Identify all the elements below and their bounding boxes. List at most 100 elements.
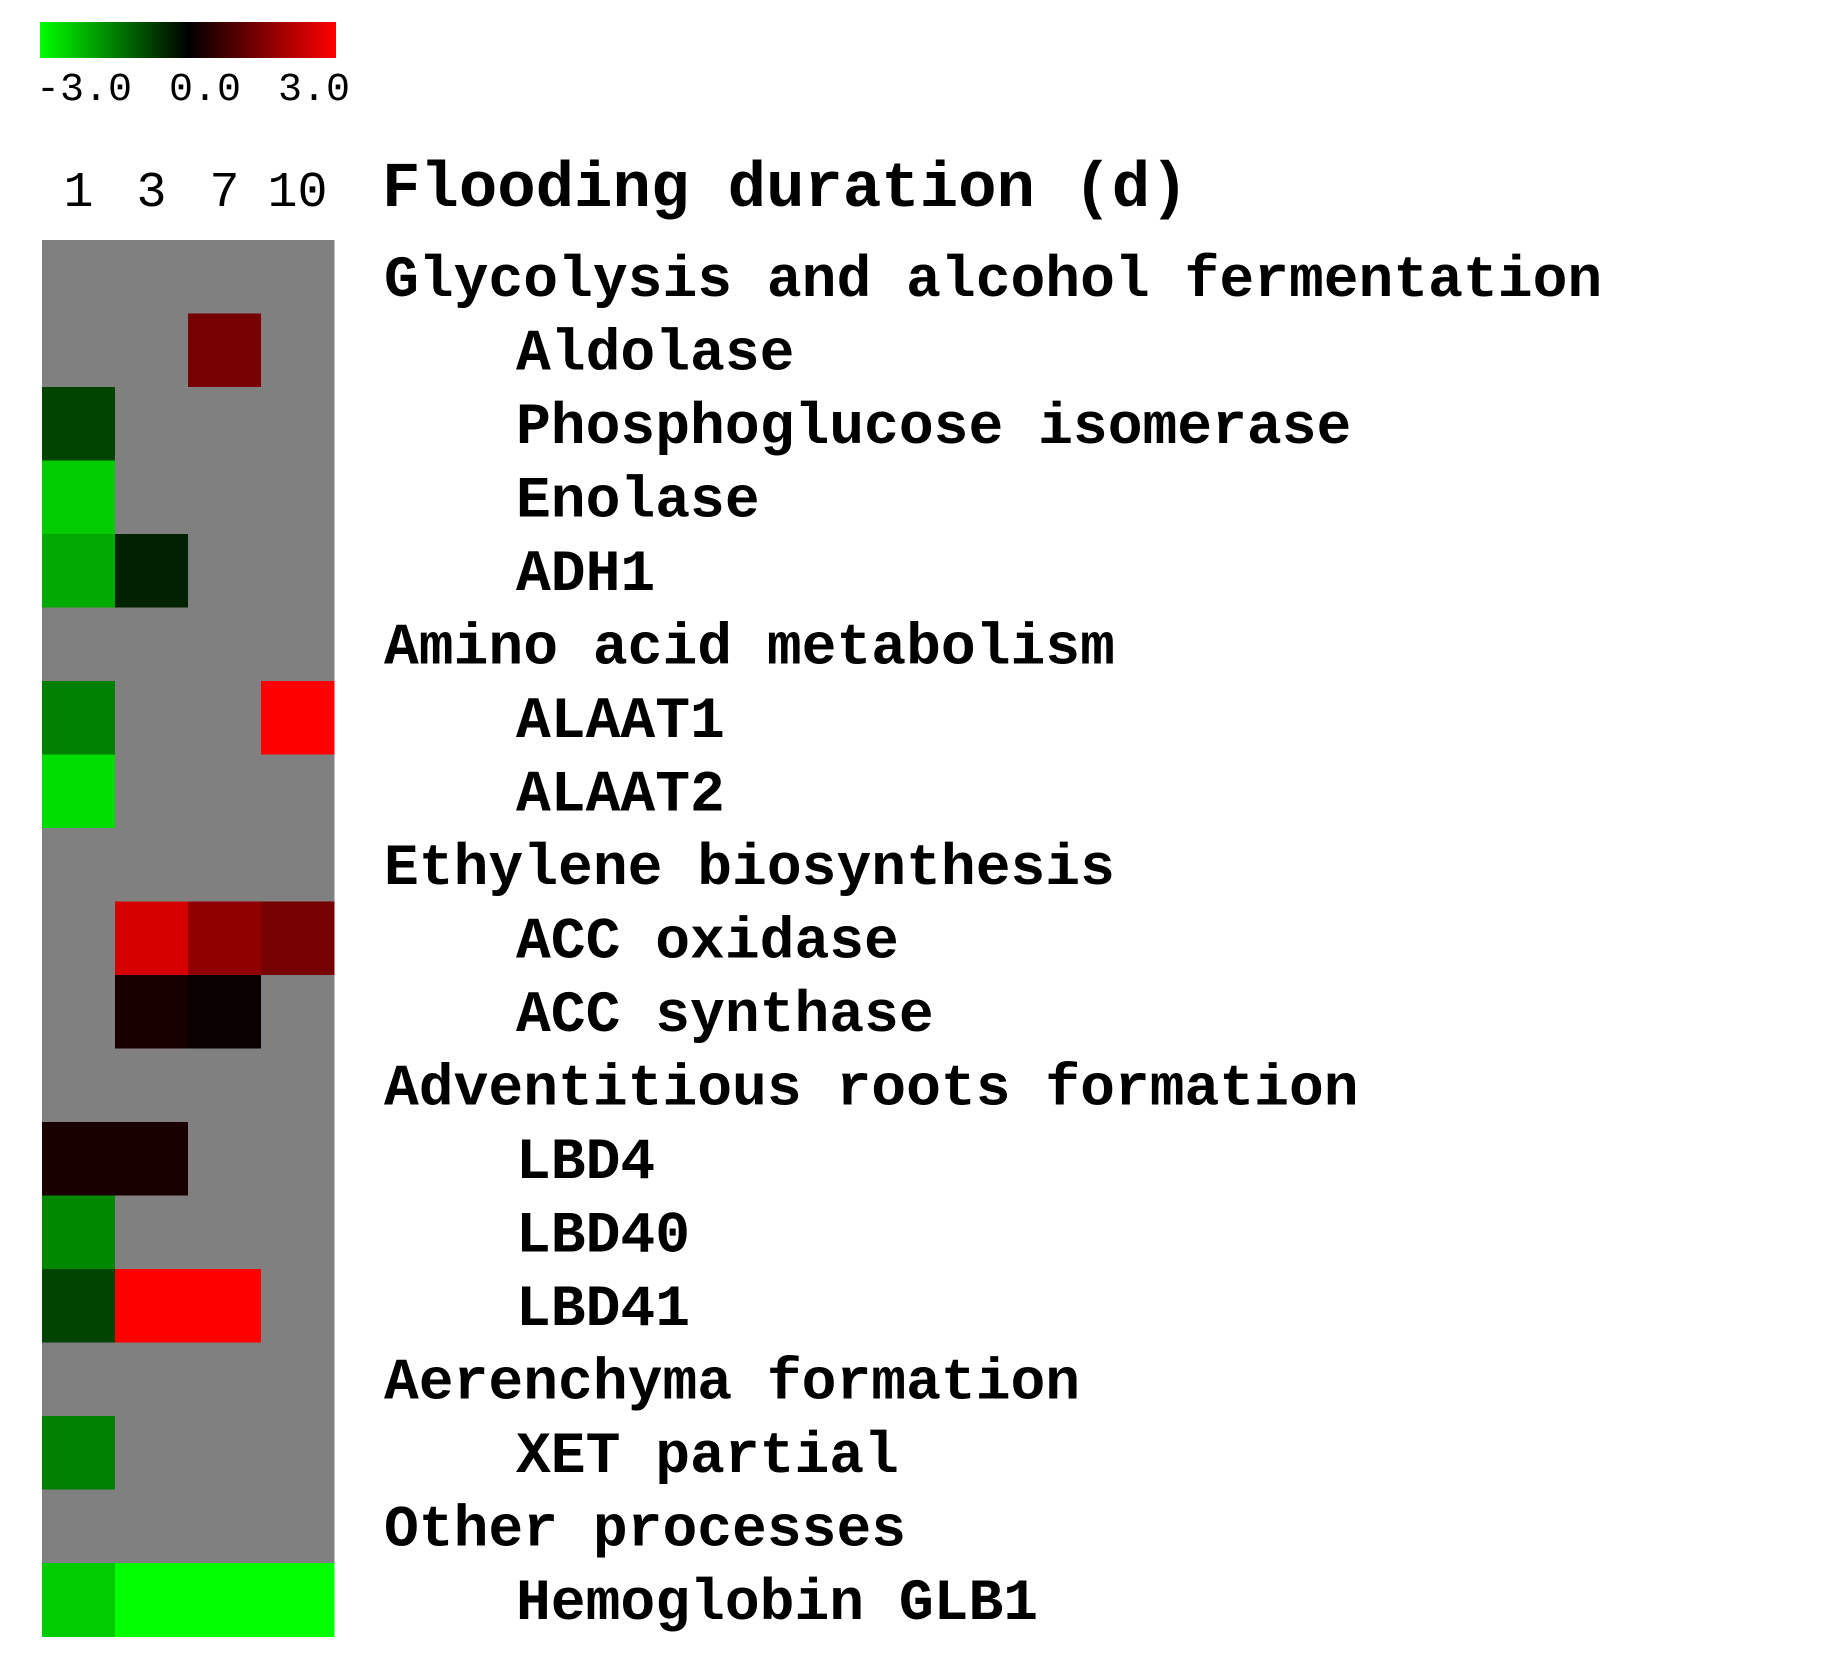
heatmap-cell: [188, 901, 262, 976]
heatmap-cell: [188, 1563, 262, 1637]
color-scale-legend: -3.0 0.0 3.0: [36, 22, 350, 113]
heatmap-cell: [115, 460, 189, 535]
heatmap-cell: [261, 1195, 335, 1270]
heatmap-cell: [42, 1269, 116, 1343]
heatmap-cell: [188, 1489, 262, 1564]
category-label: Aerenchyma formation: [384, 1351, 1080, 1416]
row-label: LBD40: [516, 1204, 690, 1269]
heatmap-cell: [188, 1048, 262, 1123]
row-label: LBD4: [516, 1131, 655, 1196]
heatmap-cells: [42, 240, 335, 1637]
heatmap-cell: [42, 607, 116, 682]
heatmap-cell: [188, 754, 262, 829]
heatmap-cell: [42, 1048, 116, 1123]
row-label: Phosphoglucose isomerase: [516, 396, 1351, 461]
heatmap-cell: [261, 387, 335, 461]
scale-tick-min: -3.0: [36, 68, 132, 113]
heatmap-cell: [188, 1195, 262, 1270]
heatmap-cell: [261, 460, 335, 535]
heatmap-cell: [42, 1563, 116, 1637]
heatmap-cell: [115, 1342, 189, 1417]
row-label: ACC oxidase: [516, 910, 899, 975]
heatmap-cell: [42, 313, 116, 388]
heatmap-cell: [261, 1048, 335, 1123]
row-label: Hemoglobin GLB1: [516, 1572, 1038, 1637]
row-label: Aldolase: [516, 322, 794, 387]
heatmap-cell: [42, 1416, 116, 1490]
heatmap-cell: [261, 828, 335, 902]
row-label: XET partial: [516, 1425, 899, 1490]
heatmap-cell: [115, 1269, 189, 1343]
heatmap-cell: [261, 313, 335, 388]
heatmap-cell: [115, 387, 189, 461]
heatmap-cell: [188, 1342, 262, 1417]
heatmap-cell: [115, 607, 189, 682]
heatmap-cell: [115, 313, 189, 388]
row-labels: Glycolysis and alcohol fermentation Aldol…: [384, 249, 1602, 1637]
column-label-3: 3: [136, 165, 166, 222]
heatmap-cell: [42, 1342, 116, 1417]
category-label: Ethylene biosynthesis: [384, 837, 1115, 902]
row-label: LBD41: [516, 1278, 690, 1343]
heatmap-cell: [115, 975, 189, 1049]
heatmap-cell: [188, 681, 262, 755]
heatmap-cell: [188, 313, 262, 388]
heatmap-cell: [115, 1122, 189, 1196]
row-label: Enolase: [516, 469, 760, 534]
heatmap-cell: [115, 1489, 189, 1564]
heatmap-cell: [42, 1195, 116, 1270]
row-label: ALAAT1: [516, 690, 725, 755]
heatmap-cell: [115, 754, 189, 829]
heatmap-cell: [188, 460, 262, 535]
category-label: Glycolysis and alcohol fermentation: [384, 249, 1602, 314]
heatmap-cell: [42, 1489, 116, 1564]
heatmap-cell: [261, 1489, 335, 1564]
heatmap-cell: [42, 828, 116, 902]
column-label-1: 1: [63, 165, 93, 222]
heatmap-cell: [115, 1416, 189, 1490]
heatmap-cell: [42, 975, 116, 1049]
color-scale-bar: [40, 22, 336, 58]
heatmap-cell: [188, 1416, 262, 1490]
heatmap-cell: [261, 1269, 335, 1343]
heatmap-cell: [42, 901, 116, 976]
heatmap-cell: [261, 901, 335, 976]
category-label: Adventitious roots formation: [384, 1057, 1359, 1122]
heatmap-cell: [261, 1416, 335, 1490]
heatmap-cell: [188, 240, 262, 314]
heatmap-cell: [42, 681, 116, 755]
heatmap-cell: [42, 240, 116, 314]
heatmap-cell: [261, 754, 335, 829]
row-label: ACC synthase: [516, 984, 934, 1049]
heatmap-cell: [261, 240, 335, 314]
heatmap-cell: [115, 1563, 189, 1637]
heatmap-cell: [115, 534, 189, 608]
heatmap-cell: [261, 607, 335, 682]
heatmap-cell: [188, 828, 262, 902]
column-label-10: 10: [267, 165, 327, 222]
row-label: ALAAT2: [516, 763, 725, 828]
heatmap-cell: [42, 534, 116, 608]
heatmap-cell: [42, 460, 116, 535]
heatmap-cell: [261, 1563, 335, 1637]
heatmap-cell: [261, 534, 335, 608]
column-label-7: 7: [209, 165, 239, 222]
row-label: ADH1: [516, 543, 655, 608]
heatmap-cell: [115, 240, 189, 314]
heatmap-cell: [115, 681, 189, 755]
heatmap-cell: [115, 1048, 189, 1123]
heatmap-cell: [188, 607, 262, 682]
scale-tick-mid: 0.0: [169, 68, 241, 113]
column-title: Flooding duration (d): [382, 154, 1189, 226]
heatmap-cell: [261, 1122, 335, 1196]
heatmap-cell: [42, 387, 116, 461]
heatmap-cell: [188, 975, 262, 1049]
scale-tick-max: 3.0: [278, 68, 350, 113]
heatmap-cell: [261, 681, 335, 755]
heatmap-cell: [42, 1122, 116, 1196]
heatmap-cell: [261, 975, 335, 1049]
heatmap-cell: [115, 901, 189, 976]
column-labels: 1 3 7 10: [63, 165, 327, 222]
